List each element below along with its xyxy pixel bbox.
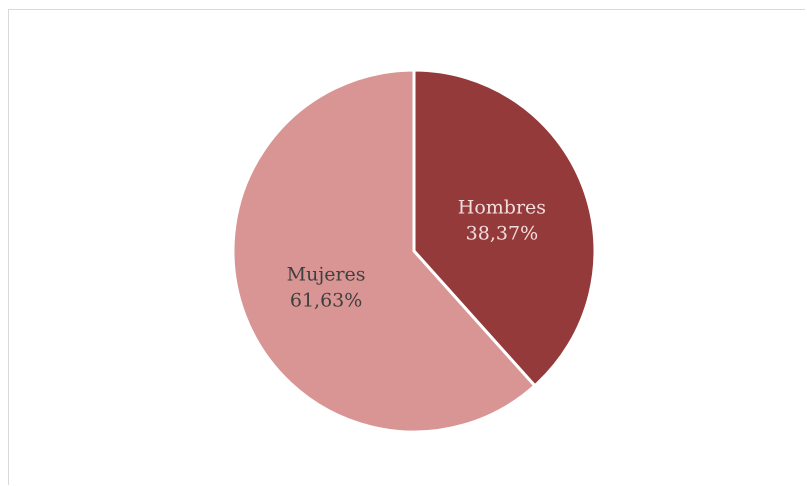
- pie-value-label-hombres: 38,37%: [466, 222, 538, 244]
- pie-value-label-mujeres: 61,63%: [290, 290, 362, 312]
- pie-labels: Hombres 38,37% Mujeres 61,63%: [287, 196, 546, 311]
- pie-slices: [231, 68, 597, 434]
- pie-slice-mujeres: [231, 68, 537, 434]
- pie-slice-hombres: [412, 68, 597, 388]
- pie-label-mujeres: Mujeres: [287, 264, 366, 286]
- pie-label-hombres: Hombres: [458, 196, 546, 218]
